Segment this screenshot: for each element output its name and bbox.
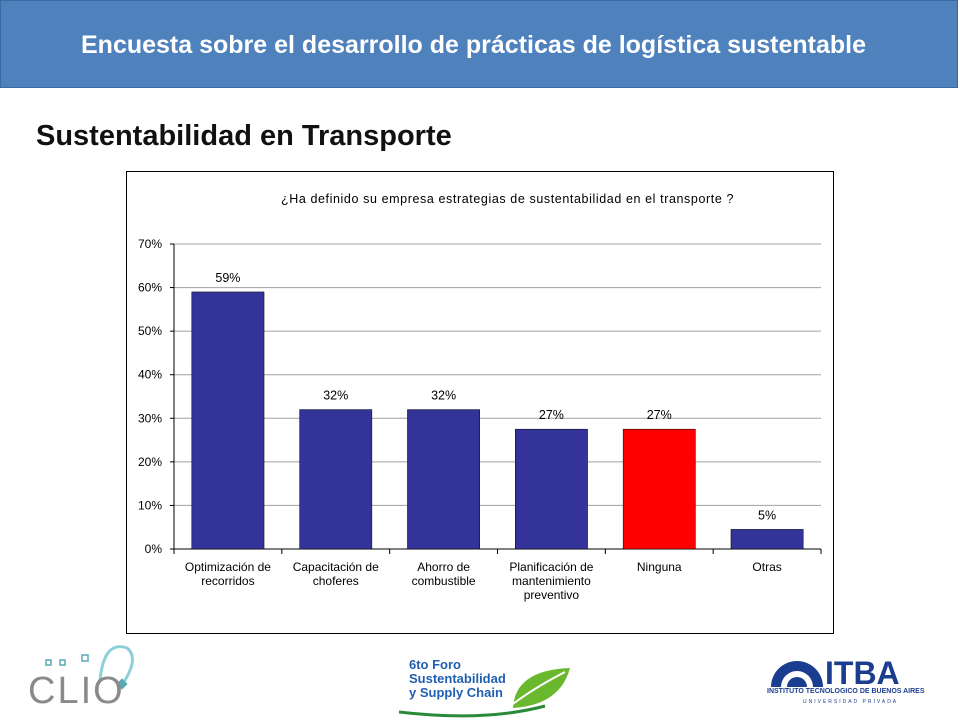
itba-logo: ITBA INSTITUTO TECNOLOGICO DE BUENOS AIR… [765, 655, 925, 715]
data-label: 59% [215, 271, 240, 285]
category-label: Optimización de [185, 560, 271, 574]
category-label: choferes [313, 574, 359, 588]
category-label: Otras [752, 560, 781, 574]
bar [622, 428, 696, 550]
category-label: preventivo [524, 588, 580, 602]
y-tick-label: 40% [138, 368, 162, 382]
itba-emblem-icon [771, 661, 823, 687]
category-label: mantenimiento [512, 574, 591, 588]
category-label: combustible [412, 574, 476, 588]
chart-svg: ¿Ha definido su empresa estrategias de s… [138, 192, 822, 602]
y-tick-label: 50% [138, 324, 162, 338]
data-label: 32% [431, 389, 456, 403]
leaf-icon [398, 668, 570, 718]
data-label: 5% [758, 508, 776, 522]
category-label: Capacitación de [293, 560, 379, 574]
itba-logo-text: ITBA [825, 655, 900, 691]
y-tick-label: 30% [138, 411, 162, 425]
chart-title: ¿Ha definido su empresa estrategias de s… [281, 192, 734, 206]
foro-logo: 6to Foro Sustentabilidad y Supply Chain [395, 650, 595, 720]
category-label: Ninguna [637, 560, 682, 574]
y-tick-label: 0% [145, 542, 163, 556]
y-tick-label: 10% [138, 498, 162, 512]
bar [515, 428, 588, 550]
section-title: Sustentabilidad en Transporte [36, 120, 452, 152]
bar [730, 529, 804, 550]
y-tick-label: 60% [138, 281, 162, 295]
bar [191, 291, 265, 550]
data-label: 27% [647, 408, 672, 422]
clio-logo: CLIO [22, 630, 142, 715]
category-label: Planificación de [509, 560, 593, 574]
data-label: 32% [323, 389, 348, 403]
bar [299, 409, 373, 550]
itba-logo-subtitle: INSTITUTO TECNOLOGICO DE BUENOS AIRES [767, 688, 925, 695]
foro-logo-text: 6to Foro Sustentabilidad y Supply Chain [409, 657, 506, 700]
category-label: Ahorro de [417, 560, 470, 574]
category-label: recorridos [201, 574, 254, 588]
header-banner: Encuesta sobre el desarrollo de práctica… [0, 0, 958, 88]
bar [407, 409, 480, 550]
y-tick-label: 20% [138, 455, 162, 469]
itba-logo-tagline: UNIVERSIDAD PRIVADA [803, 699, 899, 705]
page-header-title: Encuesta sobre el desarrollo de práctica… [81, 31, 867, 59]
clio-logo-graphic [45, 645, 134, 690]
clio-logo-text: CLIO [28, 670, 125, 712]
data-label: 27% [539, 408, 564, 422]
bar-chart: ¿Ha definido su empresa estrategias de s… [126, 171, 834, 634]
y-tick-label: 70% [138, 237, 162, 251]
